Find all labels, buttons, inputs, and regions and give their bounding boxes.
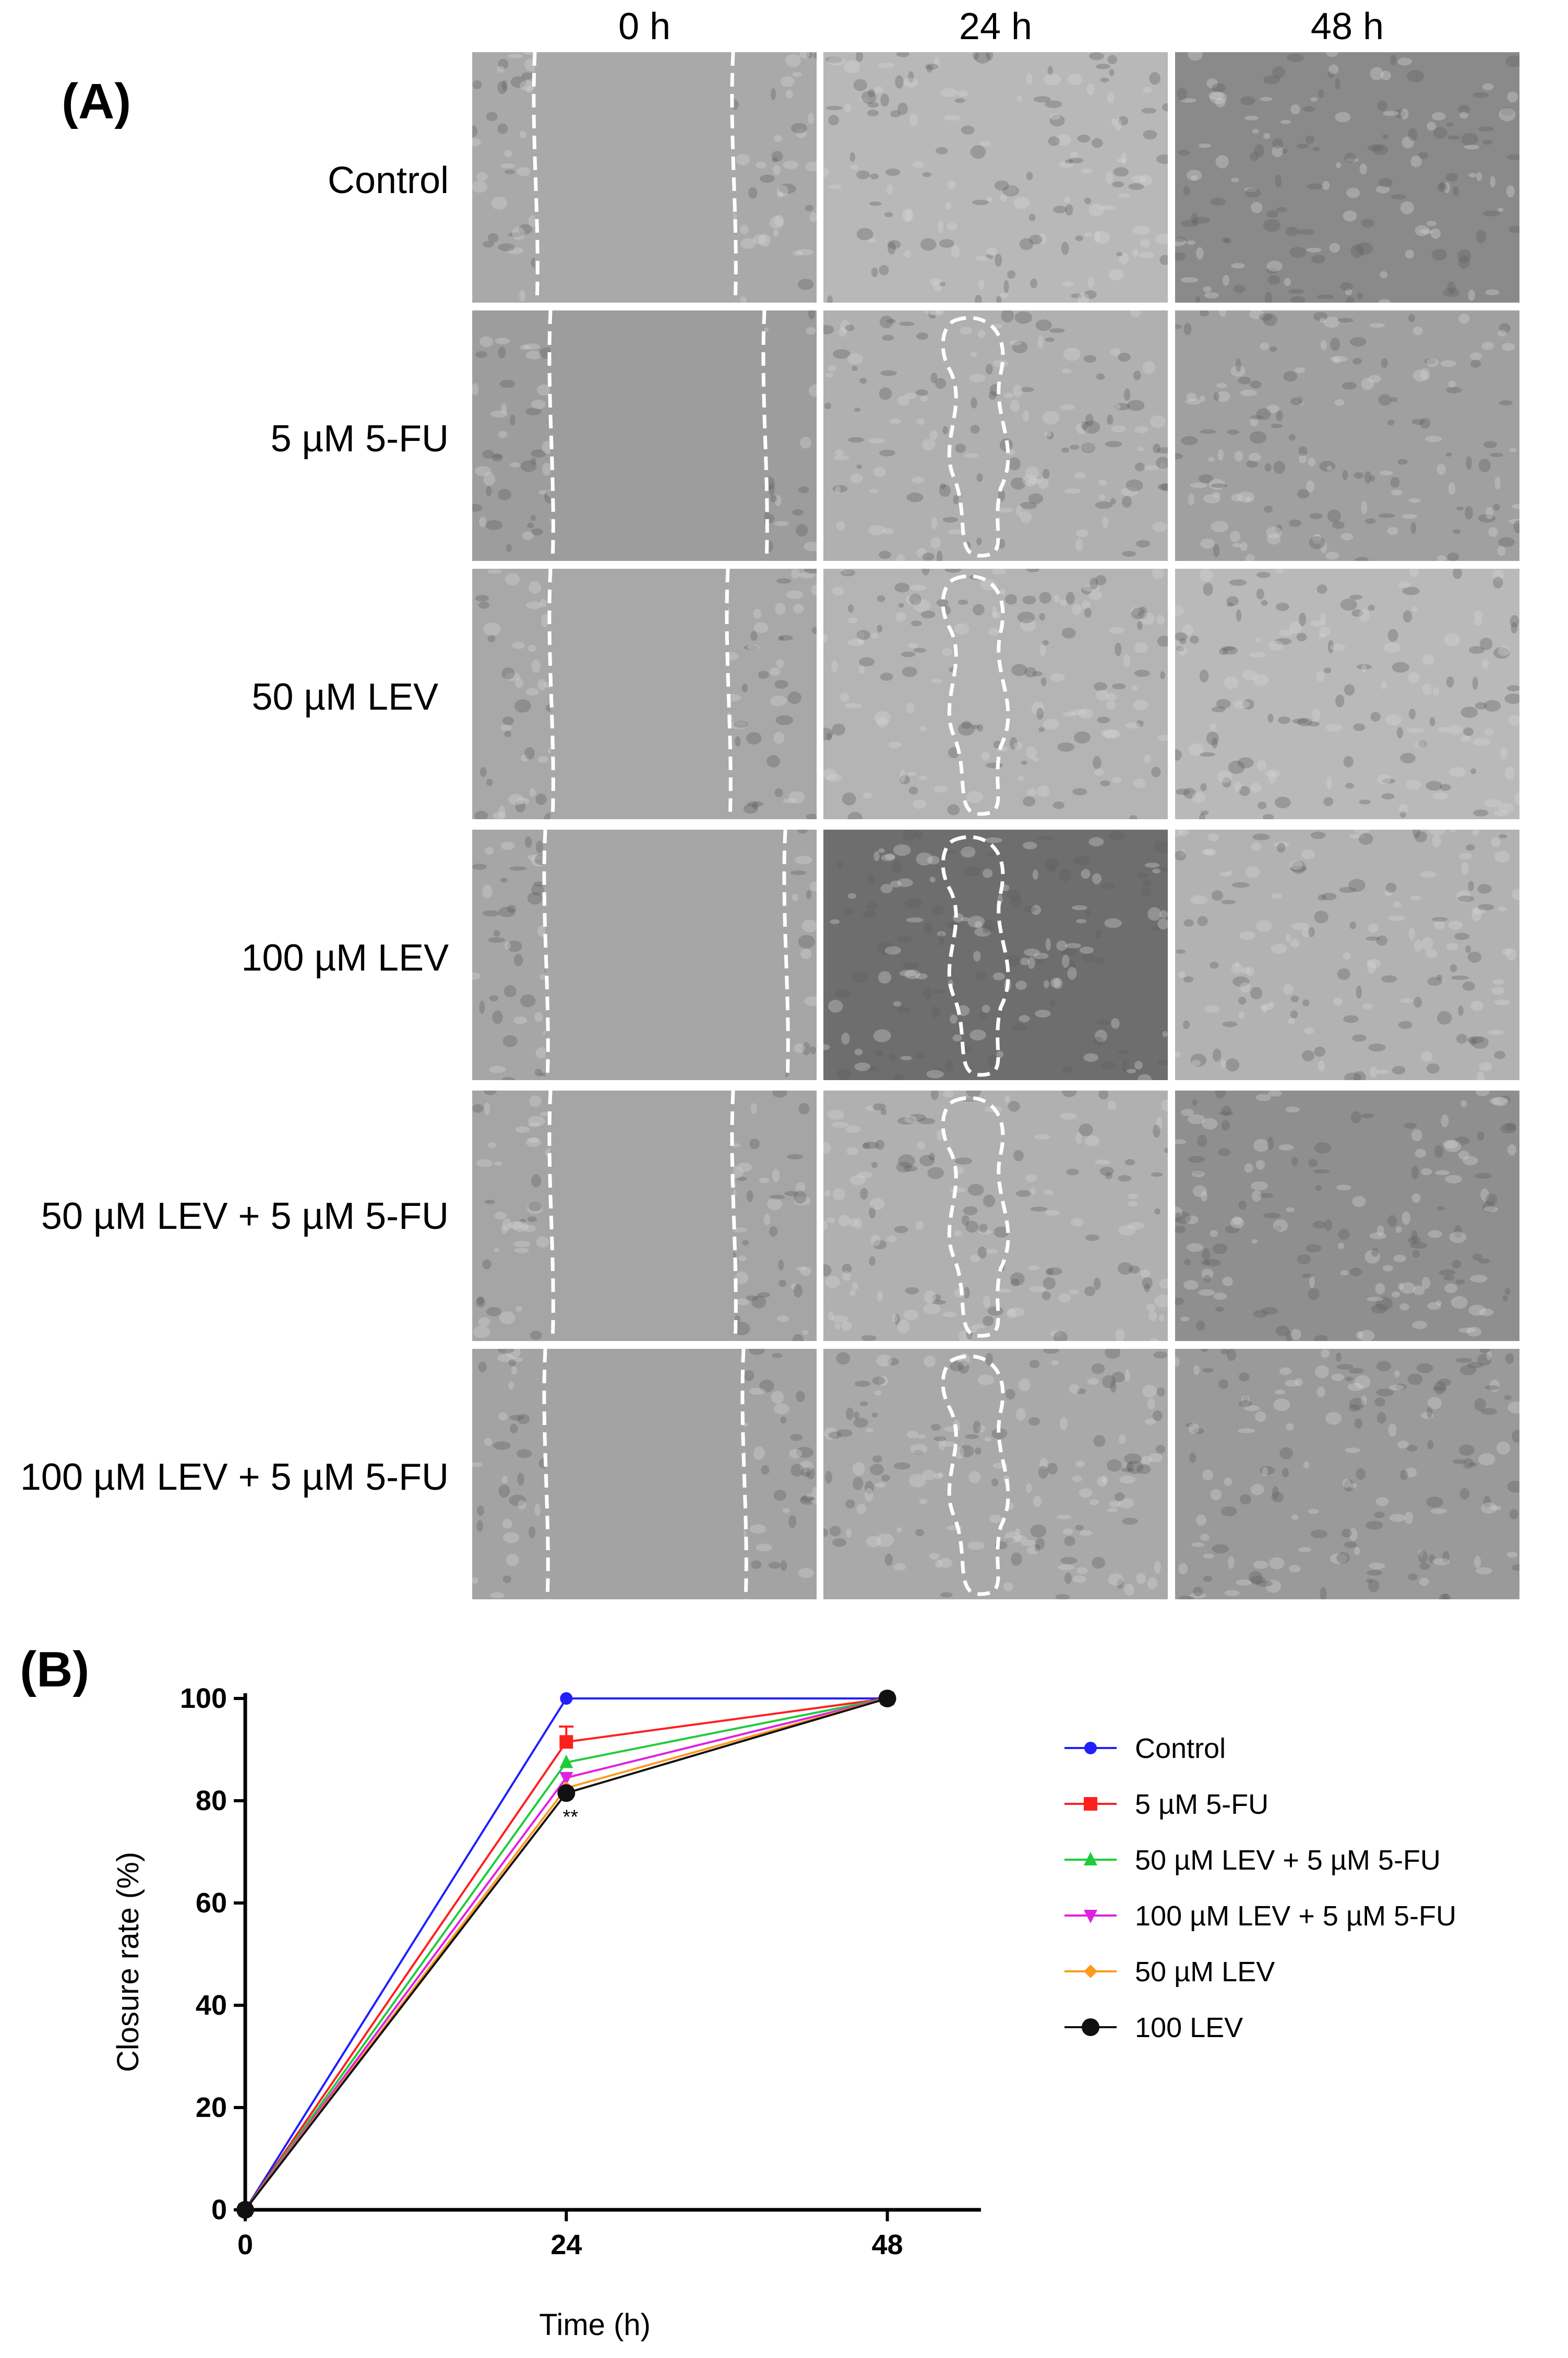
micrograph-tile (472, 1091, 817, 1341)
micrograph-tile (1175, 310, 1519, 561)
significance-mark: ** (562, 1806, 578, 1828)
x-tick-label: 0 (237, 2229, 253, 2260)
y-axis-label: Closure rate (%) (111, 1852, 145, 2072)
micrograph-tile (472, 52, 817, 303)
micrograph-tile (823, 1349, 1168, 1599)
column-header-0h: 0 h (618, 6, 671, 47)
micrograph-tile (823, 830, 1168, 1080)
legend-label: 50 µM LEV + 5 µM 5-FU (1135, 1845, 1441, 1876)
row-label-control: Control (327, 160, 449, 201)
closure-rate-chart: 0 20 40 60 80 100 0 24 48 ** Control 5 µM 5-FU 50 … (111, 1683, 1456, 2342)
series-point (1084, 1742, 1097, 1754)
series-point (559, 1772, 573, 1786)
x-tick-label: 48 (872, 2229, 903, 2260)
y-tick-label: 80 (196, 1785, 227, 1816)
y-tick-label: 40 (196, 1990, 227, 2021)
y-tick-label: 100 (180, 1683, 227, 1714)
micrograph-tile (472, 310, 817, 561)
micrograph-tile (1175, 1091, 1519, 1341)
row-label-5fu: 5 µM 5-FU (270, 418, 449, 460)
row-label-100lev-5fu: 100 µM LEV + 5 µM 5-FU (20, 1456, 449, 1498)
micrograph-tile (823, 52, 1168, 303)
series-point (878, 1690, 896, 1707)
y-tick-label: 20 (196, 2092, 227, 2123)
series-point (559, 1735, 573, 1749)
row-label-50lev: 50 µM LEV (252, 676, 438, 718)
row-label-50lev-5fu: 50 µM LEV + 5 µM 5-FU (41, 1195, 449, 1237)
row-label-100lev: 100 µM LEV (241, 937, 449, 979)
legend-label: Control (1135, 1733, 1226, 1764)
chart-axes: 0 20 40 60 80 100 0 24 48 (180, 1683, 981, 2260)
legend-label: 100 LEV (1135, 2012, 1243, 2043)
column-header-24h: 24 h (959, 6, 1033, 47)
column-header-48h: 48 h (1310, 6, 1384, 47)
x-tick-label: 24 (550, 2229, 582, 2260)
series-point (1084, 1797, 1097, 1811)
micrograph-tile (1175, 1349, 1519, 1599)
series-point (1084, 1852, 1097, 1865)
series-point (1082, 2018, 1099, 2036)
micrograph-tile (1175, 830, 1519, 1080)
legend-label: 50 µM LEV (1135, 1956, 1275, 1988)
micrograph-tile (1175, 569, 1519, 819)
series-point (559, 1754, 573, 1768)
panel-a-label: (A) (62, 74, 131, 129)
series-point (1084, 1965, 1097, 1978)
micrograph-tile (472, 830, 817, 1080)
legend-label: 100 µM LEV + 5 µM 5-FU (1135, 1900, 1456, 1932)
micrograph-tile (1175, 52, 1519, 303)
series-point (1084, 1910, 1097, 1923)
panel-b-label: (B) (20, 1642, 90, 1697)
series-point (236, 2201, 254, 2219)
legend-label: 5 µM 5-FU (1135, 1789, 1268, 1820)
micrograph-tile (823, 310, 1168, 561)
y-tick-label: 60 (196, 1887, 227, 1919)
series-point (560, 1692, 573, 1705)
micrograph-tile (823, 569, 1168, 819)
y-tick-label: 0 (211, 2194, 227, 2225)
chart-series-markers: ** (236, 1690, 896, 2219)
micrograph-tile (823, 1091, 1168, 1341)
series-point (557, 1784, 576, 1802)
chart-legend: Control 5 µM 5-FU 50 µM LEV + 5 µM 5-FU 100… (1064, 1733, 1456, 2043)
micrograph-tile (472, 569, 817, 819)
x-axis-label: Time (h) (539, 2308, 651, 2342)
micrograph-tile (472, 1349, 817, 1599)
